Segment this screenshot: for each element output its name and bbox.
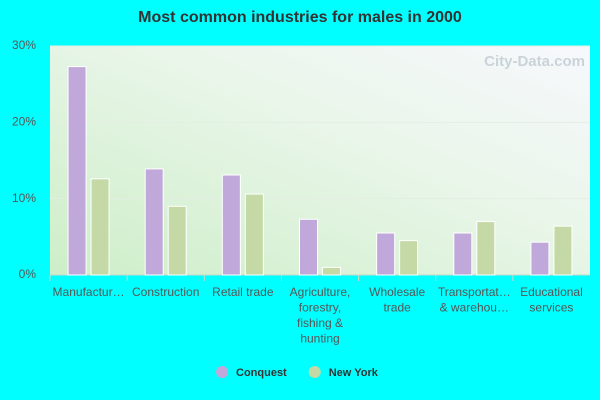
bar xyxy=(90,178,110,276)
bar xyxy=(67,66,87,276)
y-tick-label: 20% xyxy=(12,115,36,129)
bar xyxy=(530,241,550,276)
y-tick-label: 0% xyxy=(19,267,37,281)
watermark: City-Data.com xyxy=(484,53,585,70)
bar xyxy=(322,266,341,276)
bar xyxy=(553,225,573,276)
bar xyxy=(221,174,241,276)
bar xyxy=(144,168,164,276)
bar xyxy=(299,218,318,276)
chart-title: Most common industries for males in 2000 xyxy=(138,9,462,26)
legend-swatch xyxy=(308,366,321,378)
bar xyxy=(453,232,473,276)
bar xyxy=(376,232,396,276)
x-tick-label: Educational services xyxy=(520,285,583,315)
bar xyxy=(167,205,187,276)
x-tick-label: Construction xyxy=(132,285,199,299)
legend-label: New York xyxy=(329,367,379,379)
legend-label: Conquest xyxy=(236,367,287,379)
bar xyxy=(476,221,496,276)
bar xyxy=(399,240,419,276)
x-tick-label: Manufactur… xyxy=(53,285,125,299)
x-tick-label: Agriculture, forestry, fishing & hunting xyxy=(290,285,351,346)
y-tick-label: 10% xyxy=(12,191,36,205)
plot-area xyxy=(50,46,590,275)
bar xyxy=(244,193,264,276)
x-tick-label: Transportat… & warehou… xyxy=(438,285,511,315)
y-tick-label: 30% xyxy=(12,38,36,52)
x-tick-label: Retail trade xyxy=(212,285,274,299)
legend-swatch xyxy=(216,366,228,378)
x-tick-label: Wholesale trade xyxy=(369,285,425,315)
